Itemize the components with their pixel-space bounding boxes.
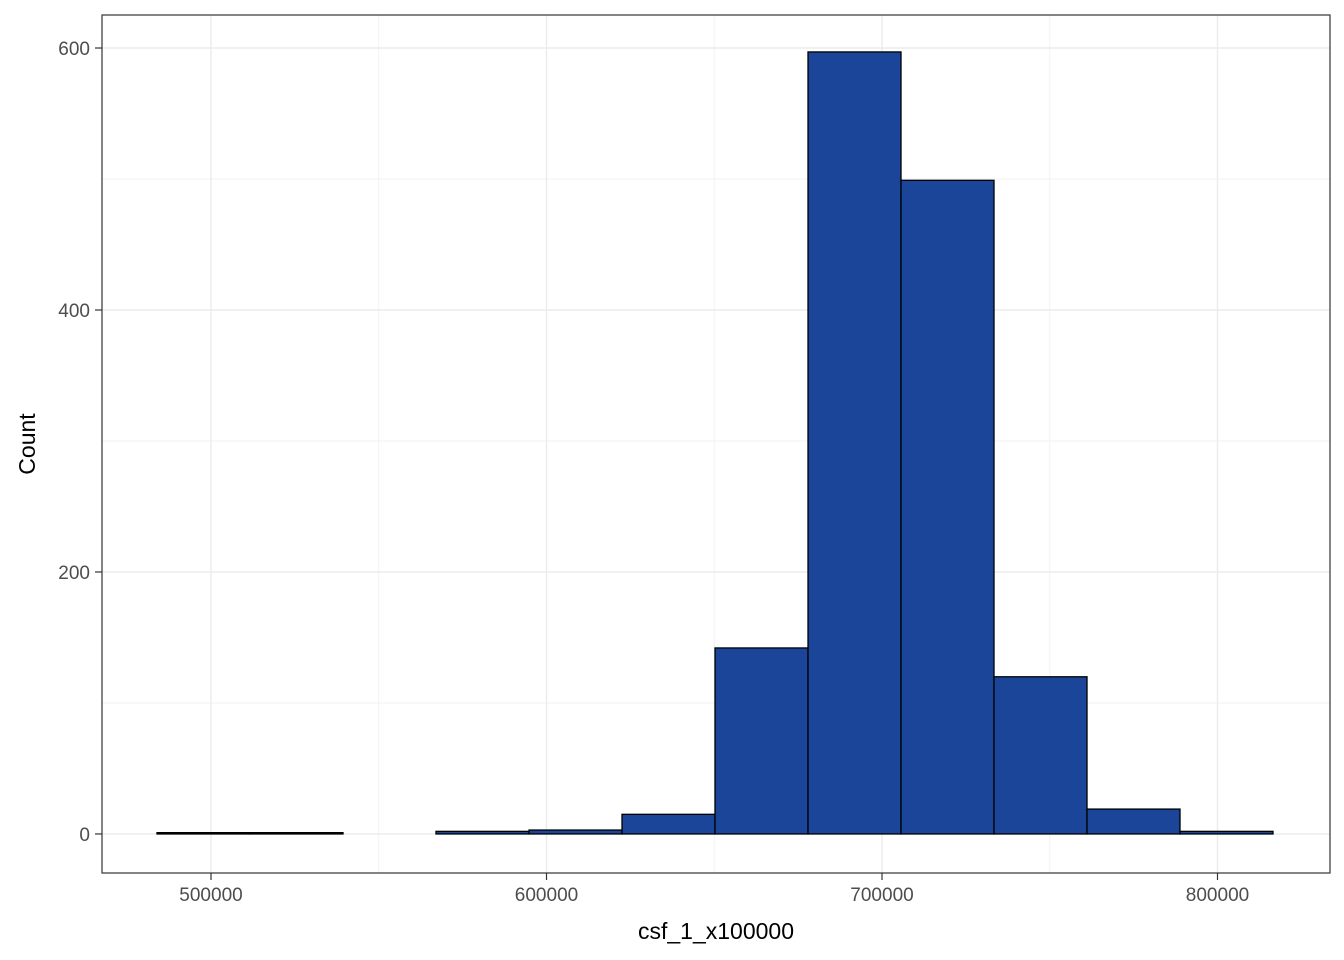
x-axis-title: csf_1_x100000 xyxy=(638,918,794,944)
bar xyxy=(621,813,716,835)
bar xyxy=(249,832,344,835)
y-tick-label: 400 xyxy=(58,301,90,322)
bar xyxy=(435,830,530,835)
x-tick-label: 700000 xyxy=(850,885,913,906)
bar xyxy=(807,51,902,835)
y-tick-label: 600 xyxy=(58,39,90,60)
x-tick-label: 600000 xyxy=(515,885,578,906)
bar xyxy=(993,676,1088,835)
x-tick-label: 500000 xyxy=(179,885,242,906)
bar xyxy=(1179,830,1274,835)
bar xyxy=(1086,808,1181,835)
axes: 500000 600000 700000 800000 0 200 400 600 xyxy=(58,39,1249,906)
bar xyxy=(156,832,251,835)
y-axis-title: Count xyxy=(14,413,40,475)
panel-border xyxy=(101,14,1331,874)
y-tick-label: 0 xyxy=(79,825,90,846)
x-tick-label: 800000 xyxy=(1186,885,1249,906)
bar xyxy=(900,179,995,835)
bars xyxy=(156,51,1274,835)
y-tick-label: 200 xyxy=(58,563,90,584)
bar xyxy=(714,647,809,835)
bar xyxy=(528,829,623,835)
